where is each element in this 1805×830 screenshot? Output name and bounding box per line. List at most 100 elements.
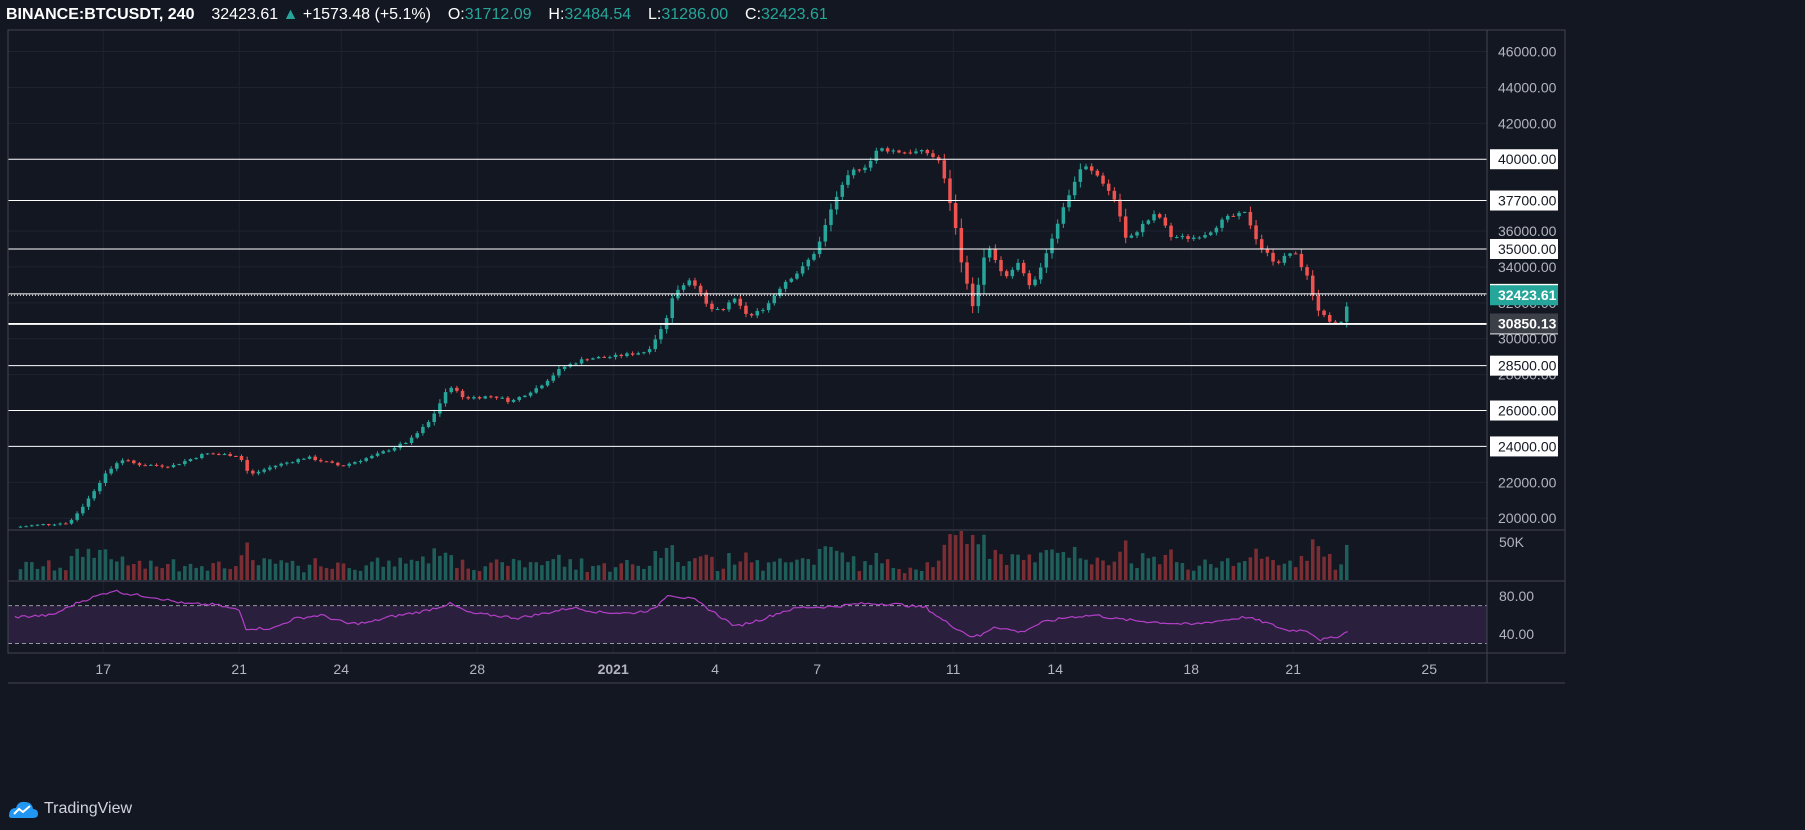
volume-bar: [1061, 552, 1066, 580]
volume-bar: [987, 558, 992, 580]
volume-bar: [982, 534, 986, 580]
candle-body: [636, 353, 641, 355]
volume-bar: [602, 563, 607, 580]
volume-bar: [1027, 554, 1032, 580]
volume-bar: [568, 559, 573, 580]
candle-body: [721, 309, 726, 311]
volume-bar: [324, 567, 329, 580]
candle-body: [1146, 220, 1151, 224]
volume-bar: [511, 558, 516, 580]
candle-body: [1118, 199, 1122, 217]
volume-bar: [188, 563, 193, 580]
candle-body: [387, 450, 391, 452]
volume-bar: [205, 570, 210, 580]
level-tag: [1490, 190, 1558, 211]
volume-bar: [840, 552, 845, 580]
candle-body: [732, 298, 737, 303]
footer-brand-text: TradingView: [44, 800, 133, 817]
volume-bar: [857, 571, 862, 580]
volume-bar: [1084, 559, 1088, 580]
price-tick-label: 30000.00: [1498, 331, 1557, 347]
volume-bar: [721, 568, 726, 580]
candle-body: [806, 259, 811, 267]
volume-bar: [676, 561, 680, 580]
candle-body: [30, 525, 34, 527]
candle-body: [1288, 253, 1292, 256]
candle-body: [681, 285, 686, 290]
candle-body: [1310, 275, 1315, 296]
candle-body: [1282, 255, 1287, 263]
volume-bar: [1339, 564, 1343, 580]
candle-body: [132, 460, 136, 464]
price-tick-label: 36000.00: [1498, 223, 1557, 239]
symbol-label[interactable]: BINANCE:BTCUSDT, 240: [6, 6, 195, 23]
volume-bar: [251, 560, 255, 580]
footer-branding[interactable]: TradingView: [6, 797, 132, 821]
rsi-line: [14, 589, 1348, 642]
price-change: +1573.48 (+5.1%): [302, 6, 431, 23]
level-tag-label: 35000.00: [1498, 241, 1557, 257]
candle-body: [302, 458, 306, 460]
volume-bar: [387, 560, 391, 580]
candle-body: [987, 248, 992, 258]
volume-bar: [806, 559, 811, 580]
candle-body: [364, 458, 368, 461]
candle-body: [970, 283, 975, 307]
volume-bar: [1038, 552, 1043, 580]
volume-bar: [460, 559, 465, 580]
price-tick-label: 22000.00: [1498, 474, 1557, 490]
candle-body: [126, 460, 130, 462]
volume-bar: [1163, 554, 1168, 580]
volume-bar: [1310, 539, 1315, 580]
volume-bar: [239, 555, 244, 580]
candle-body: [1078, 169, 1083, 182]
candle-body: [965, 262, 969, 284]
candle-body: [415, 433, 419, 438]
volume-bar: [783, 562, 788, 580]
volume-axis-label: 50K: [1499, 534, 1525, 550]
volume-bar: [103, 549, 108, 580]
candle-body: [392, 447, 397, 451]
volume-bar: [551, 559, 555, 580]
candle-body: [1316, 295, 1321, 311]
volume-bar: [778, 558, 782, 580]
volume-bar: [347, 568, 351, 580]
candle-body: [880, 148, 884, 151]
price-tick-label: 44000.00: [1498, 79, 1557, 95]
volume-bar: [636, 565, 641, 580]
volume-bar: [41, 566, 45, 580]
volume-bar: [732, 564, 737, 580]
candles: [18, 146, 1349, 528]
candle-body: [404, 443, 408, 445]
volume-bar: [200, 566, 204, 580]
time-axis[interactable]: 17 21 24 28 2021 4 7 11 14 18 21 25: [95, 661, 1437, 677]
candle-body: [1152, 214, 1156, 221]
volume-bar: [761, 570, 765, 580]
candle-body: [1254, 225, 1258, 240]
level-tag: [1490, 400, 1558, 421]
volume-bar: [455, 567, 459, 580]
volume-bar: [115, 561, 119, 580]
candle-body: [69, 519, 74, 524]
candle-body: [35, 524, 40, 526]
candle-body: [1231, 215, 1236, 217]
candle-body: [319, 460, 323, 462]
volume-bar: [1248, 557, 1253, 580]
candle-body: [154, 464, 159, 466]
candle-body: [596, 356, 601, 359]
price-axis[interactable]: 46000.00 44000.00 42000.00 40000.00 36000.00…: [1490, 44, 1558, 527]
candle-body: [868, 160, 873, 168]
candle-body: [1072, 181, 1077, 196]
candle-body: [341, 465, 346, 467]
candle-body: [1084, 166, 1088, 170]
volume-bar: [795, 559, 799, 580]
candle-body: [613, 354, 618, 358]
volume-bar: [1118, 551, 1122, 580]
candle-body: [931, 153, 935, 157]
volume-bar: [160, 568, 164, 580]
volume-bar: [438, 555, 442, 580]
volume-bar: [307, 564, 312, 580]
candle-body: [1055, 223, 1060, 239]
candle-body: [1106, 183, 1111, 191]
